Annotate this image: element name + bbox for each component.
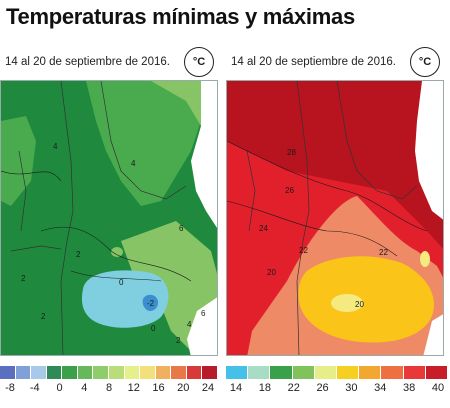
- min-zone-cold: [81, 270, 169, 328]
- iso-label: 22: [379, 248, 388, 257]
- iso-label: 2: [76, 250, 81, 259]
- legend-tick-label: 18: [258, 382, 271, 394]
- min-zone-coldest: [142, 294, 159, 311]
- min-zone-light-ne: [151, 81, 217, 131]
- legend-tick-label: 20: [177, 382, 190, 394]
- max-ocean-ne: [415, 81, 443, 220]
- max-map-svg: 28 26 24 22 22 20 20: [227, 81, 443, 355]
- iso-label: 24: [259, 224, 268, 233]
- min-isotherms: [1, 170, 192, 282]
- legend-swatch: [0, 366, 16, 379]
- legend-tick-label: 8: [105, 382, 113, 394]
- legend-swatch: [270, 366, 293, 379]
- min-legend-swatches: [0, 366, 218, 379]
- legend-tick-label: 34: [374, 382, 387, 394]
- legend-tick-label: 0: [56, 382, 63, 394]
- legend-swatch: [31, 366, 47, 379]
- min-map-svg: 4 4 6 2 2 2 0 -2 0 2 4 6: [1, 81, 217, 355]
- iso-label: 6: [179, 224, 184, 233]
- page-title: Temperaturas mínimas y máximas: [6, 4, 355, 29]
- legend-swatch: [171, 366, 187, 379]
- legend-swatch: [381, 366, 404, 379]
- min-ocean-se: [187, 297, 217, 355]
- legend-swatch: [202, 366, 218, 379]
- legend-swatch: [140, 366, 156, 379]
- legend-swatch: [77, 366, 94, 379]
- iso-label: -2: [147, 299, 155, 308]
- iso-label: 6: [201, 309, 206, 318]
- max-zone-yellow: [298, 256, 434, 343]
- legend-tick-label: 12: [127, 382, 140, 394]
- legend-swatch: [314, 366, 337, 379]
- legend-tick-label: -4: [29, 382, 40, 394]
- legend-swatch: [403, 366, 426, 379]
- legend-swatch: [359, 366, 382, 379]
- legend-swatch: [336, 366, 360, 379]
- iso-label: 2: [21, 274, 26, 283]
- iso-label: 2: [41, 312, 46, 321]
- legend-swatch: [15, 366, 32, 379]
- min-ocean-ne: [191, 81, 217, 228]
- max-legend: 14 18 22 26 30 34 38 40: [226, 366, 448, 406]
- min-temperature-map: 4 4 6 2 2 2 0 -2 0 2 4 6: [0, 80, 218, 356]
- legend-swatch: [248, 366, 271, 379]
- iso-label: 28: [287, 148, 296, 157]
- iso-label: 26: [285, 186, 294, 195]
- legend-swatch: [155, 366, 172, 379]
- min-blob-light: [111, 247, 123, 257]
- max-temperature-panel: 14 al 20 de septiembre de 2016. °C 28: [226, 44, 444, 356]
- min-panel-date: 14 al 20 de septiembre de 2016.: [5, 56, 170, 68]
- legend-swatch: [124, 366, 141, 379]
- iso-label: 4: [187, 320, 192, 329]
- iso-label: 0: [151, 324, 156, 333]
- celsius-unit-badge: °C: [184, 47, 214, 77]
- legend-tick-label: 22: [287, 382, 300, 394]
- iso-label: 4: [53, 142, 58, 151]
- legend-swatch: [62, 366, 78, 379]
- max-ocean-se: [423, 314, 443, 355]
- iso-label: 20: [355, 300, 364, 309]
- min-temperature-panel: 14 al 20 de septiembre de 2016. °C: [0, 44, 218, 356]
- legend-tick-label: 4: [81, 382, 88, 394]
- legend-tick-label: 26: [316, 382, 329, 394]
- legend-tick-label: 40: [431, 382, 445, 394]
- max-isotherms: [227, 140, 428, 257]
- iso-label: 22: [299, 246, 308, 255]
- min-legend: -8 -4 0 4 8 12 16 20 24: [0, 366, 218, 406]
- legend-tick-label: 24: [201, 382, 215, 394]
- max-isotherm-labels: 28 26 24 22 22 20 20: [259, 148, 388, 309]
- iso-label: 0: [119, 278, 124, 287]
- legend-swatch: [93, 366, 109, 379]
- min-zone-mid-west: [1, 116, 36, 206]
- max-political-borders: [246, 81, 418, 355]
- legend-swatch: [46, 366, 63, 379]
- legend-swatch: [425, 366, 448, 379]
- legend-swatch: [292, 366, 315, 379]
- iso-label: 4: [131, 159, 136, 168]
- iso-label: 2: [176, 336, 181, 345]
- max-zone-pale: [331, 294, 363, 312]
- min-isotherm-labels: 4 4 6 2 2 2 0 -2 0 2 4 6: [21, 142, 206, 345]
- legend-swatch: [108, 366, 125, 379]
- iso-label: 20: [267, 268, 276, 277]
- max-temperature-map: 28 26 24 22 22 20 20: [226, 80, 444, 356]
- celsius-unit-badge: °C: [410, 47, 440, 77]
- max-legend-ticks: 14 18 22 26 30 34 38 40: [226, 382, 448, 396]
- min-political-borders: [10, 81, 187, 355]
- legend-tick-label: 38: [403, 382, 416, 394]
- max-zone-pale-coast: [420, 251, 430, 267]
- legend-tick-label: 16: [152, 382, 165, 394]
- legend-tick-label: 30: [345, 382, 358, 394]
- min-zone-mid-ne: [86, 81, 201, 206]
- min-legend-ticks: -8 -4 0 4 8 12 16 20 24: [0, 382, 218, 396]
- max-legend-swatches: [226, 366, 448, 379]
- legend-swatch: [186, 366, 203, 379]
- legend-tick-label: 14: [229, 382, 243, 394]
- max-panel-date: 14 al 20 de septiembre de 2016.: [231, 56, 396, 68]
- legend-tick-label: -8: [5, 382, 15, 394]
- legend-swatch: [226, 366, 249, 379]
- min-zone-light-coast: [121, 221, 217, 351]
